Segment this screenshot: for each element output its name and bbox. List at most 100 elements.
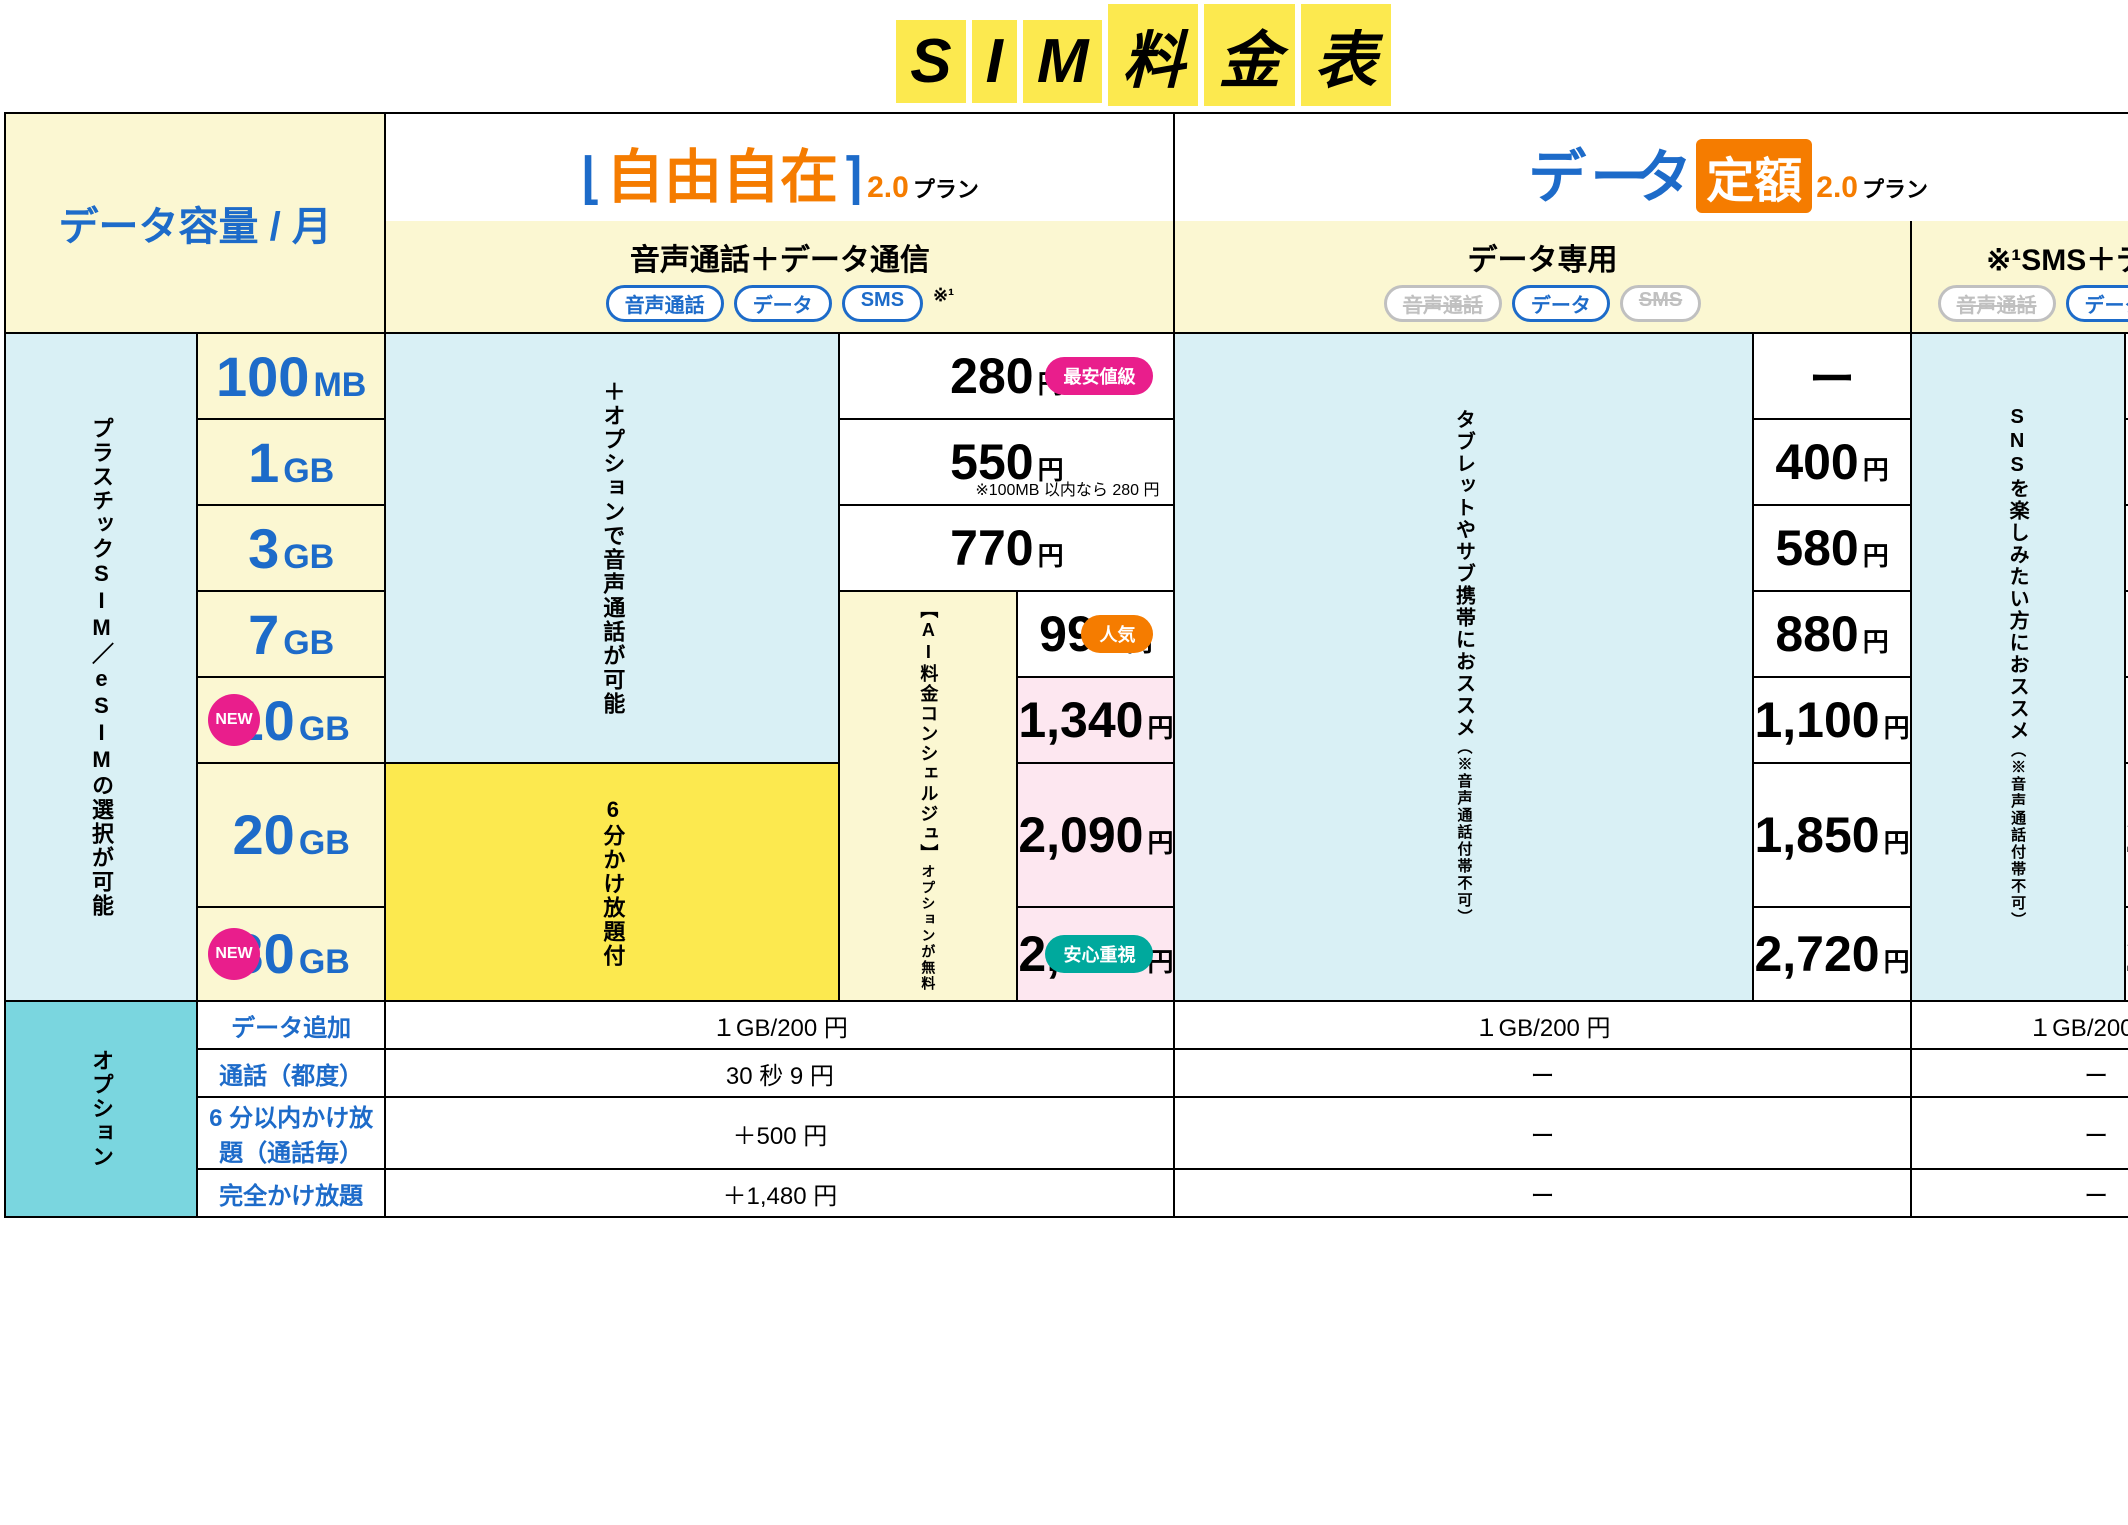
price-cell: 770円 <box>839 505 1174 591</box>
price-value: 2,090 <box>1018 806 1143 864</box>
plan2b-side: SNSを楽しみたい方におススメ（※音声通話付帯不可） <box>1911 333 2125 1001</box>
price-cell: 880円 <box>1753 591 1910 677</box>
price-cell: ー <box>1753 333 1910 419</box>
price-cell: 580円 <box>1753 505 1910 591</box>
price-value: 880 <box>1775 605 1858 663</box>
price-unit: 円 <box>1884 708 1910 745</box>
price-cell: 1,250円 <box>2125 677 2128 763</box>
option-label: 通話（都度） <box>197 1049 385 1097</box>
price-badge: 最安値級 <box>1045 357 1153 395</box>
option-value: ー <box>1174 1169 1910 1217</box>
option-value: １GB/200 円 <box>385 1001 1174 1049</box>
price-cell: 630円 <box>2125 505 2128 591</box>
new-badge: NEW <box>208 694 260 746</box>
price-badge: 人気 <box>1081 615 1153 653</box>
feature-pill: SMS <box>842 285 923 322</box>
plan1-side-ai: 【AI料金コンシェルジュ】オプションが無料 <box>839 591 1017 1001</box>
price-badge: 安心重視 <box>1045 935 1153 973</box>
capacity-unit: GB <box>299 824 350 863</box>
capacity-unit: MB <box>313 366 366 405</box>
price-unit: 円 <box>1863 622 1889 659</box>
plan2a-side: タブレットやサブ携帯におススメ（※音声通話付帯不可） <box>1174 333 1753 1001</box>
price-unit: 円 <box>1863 450 1889 487</box>
feature-pill: データ <box>734 285 832 322</box>
price-cell: 480円 <box>2125 419 2128 505</box>
pill-note: ※¹ <box>933 285 954 306</box>
feature-pill: データ <box>2066 285 2128 322</box>
option-value: １GB/200 円 <box>1174 1001 1910 1049</box>
bracket-icon: ⌉ <box>842 147 863 210</box>
feature-pill: 音声通話 <box>606 285 724 322</box>
option-label: データ追加 <box>197 1001 385 1049</box>
no-plan-dash: ー <box>1809 353 1855 405</box>
title-char: S <box>896 20 965 103</box>
option-value: ー <box>1911 1169 2128 1217</box>
capacity-header: データ容量 / 月 <box>5 113 385 333</box>
price-cell: 990円人気 <box>1017 591 1174 677</box>
price-value: 1,340 <box>1018 691 1143 749</box>
capacity-unit: GB <box>283 452 334 491</box>
price-row: NEW30GB2,970円安心重視2,720円2,920円 <box>5 907 2128 1002</box>
option-row: オプションデータ追加１GB/200 円１GB/200 円１GB/200 円 <box>5 1001 2128 1049</box>
option-side-label: オプション <box>5 1001 197 1217</box>
price-value: 580 <box>1775 519 1858 577</box>
price-value: 1,100 <box>1754 691 1879 749</box>
price-cell: 2,090円 <box>1017 763 1174 907</box>
price-unit: 円 <box>1884 823 1910 860</box>
option-value: ー <box>1174 1049 1910 1097</box>
price-cell: 1,340円 <box>1017 677 1174 763</box>
option-value: ー <box>1911 1097 2128 1169</box>
price-unit: 円 <box>1038 536 1064 573</box>
option-value: 30 秒 9 円 <box>385 1049 1174 1097</box>
price-note: ※100MB 以内なら 280 円 <box>975 476 1159 500</box>
feature-pill: 音声通話 <box>1384 285 1502 322</box>
sim-select-side: プラスチックSIM／eSIMの選択が可能 <box>5 333 197 1001</box>
capacity-cell: 100MB <box>197 333 385 419</box>
price-unit: 円 <box>1147 823 1173 860</box>
price-row: 20GB6分かけ放題付2,090円1,850円2,050円 <box>5 763 2128 907</box>
option-value: １GB/200 円 <box>1911 1001 2128 1049</box>
capacity-cell: NEW10GB <box>197 677 385 763</box>
capacity-unit: GB <box>283 624 334 663</box>
title-char: 表 <box>1301 4 1391 106</box>
capacity-unit: GB <box>299 943 350 982</box>
price-cell: 1,850円 <box>1753 763 1910 907</box>
option-label: 6 分以内かけ放題（通話毎） <box>197 1097 385 1169</box>
price-value: 2,720 <box>1754 925 1879 983</box>
capacity-cell: 3GB <box>197 505 385 591</box>
price-cell: 2,050円 <box>2125 763 2128 907</box>
capacity-value: 3 <box>248 516 279 581</box>
title-row: SIM料金表 <box>5 4 2128 113</box>
price-cell: ー <box>2125 333 2128 419</box>
price-cell: 280円最安値級 <box>839 333 1174 419</box>
feature-pill: 音声通話 <box>1938 285 2056 322</box>
new-badge: NEW <box>208 928 260 980</box>
price-unit: 円 <box>1147 708 1173 745</box>
price-row: 3GB770円580円630円 <box>5 505 2128 591</box>
price-unit: 円 <box>1863 536 1889 573</box>
option-row: 通話（都度）30 秒 9 円ーー <box>5 1049 2128 1097</box>
option-row: 完全かけ放題＋1,480 円ーー <box>5 1169 2128 1217</box>
price-cell: 550円※100MB 以内なら 280 円 <box>839 419 1174 505</box>
capacity-cell: 1GB <box>197 419 385 505</box>
price-value: 1,850 <box>1754 806 1879 864</box>
plan2a-sub: データ専用 音声通話データSMS <box>1174 221 1910 333</box>
title-char: 金 <box>1204 4 1294 106</box>
price-value: 280 <box>950 347 1033 405</box>
title-char: M <box>1023 20 1103 103</box>
price-cell: 2,920円 <box>2125 907 2128 1002</box>
price-cell: 400円 <box>1753 419 1910 505</box>
capacity-value: 100 <box>216 344 309 409</box>
price-row: 7GB【AI料金コンシェルジュ】オプションが無料990円人気880円930円 <box>5 591 2128 677</box>
price-cell: 1,100円 <box>1753 677 1910 763</box>
feature-pill: SMS <box>1620 285 1701 322</box>
feature-pill: データ <box>1512 285 1610 322</box>
price-unit: 円 <box>1884 942 1910 979</box>
option-label: 完全かけ放題 <box>197 1169 385 1217</box>
plan1-side-option: ＋オプションで音声通話が可能 <box>385 333 839 763</box>
option-value: ＋500 円 <box>385 1097 1174 1169</box>
title-char: I <box>972 20 1017 103</box>
option-value: ー <box>1911 1049 2128 1097</box>
price-value: 400 <box>1775 433 1858 491</box>
price-row: NEW10GB1,340円1,100円1,250円 <box>5 677 2128 763</box>
